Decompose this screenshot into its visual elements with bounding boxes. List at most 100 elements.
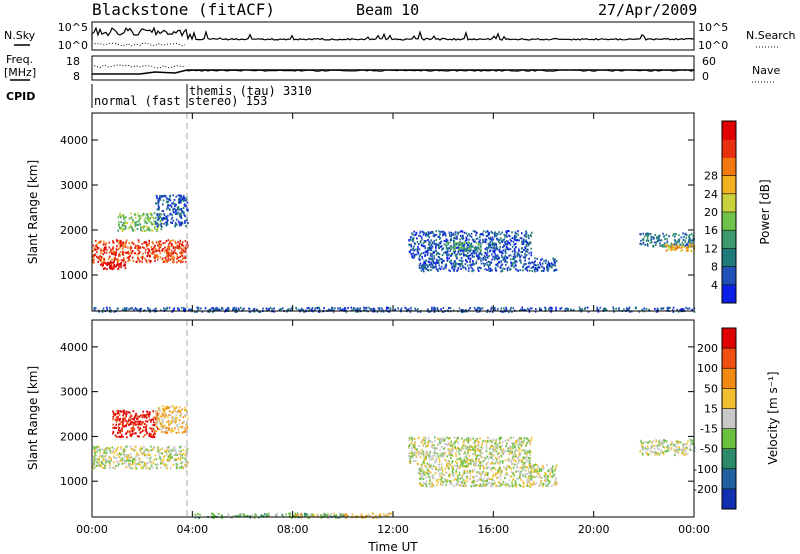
velocity-pixel — [409, 455, 411, 458]
velocity-pixel — [462, 447, 465, 450]
power-pixel — [462, 250, 464, 253]
power-pixel — [99, 258, 102, 261]
power-pixel — [431, 306, 433, 309]
power-pixel — [513, 252, 516, 255]
power-pixel — [678, 234, 680, 237]
velocity-pixel — [478, 448, 481, 451]
velocity-pixel — [435, 468, 438, 471]
power-pixel — [489, 238, 492, 241]
velocity-pixel — [142, 467, 144, 470]
velocity-pixel — [515, 470, 517, 473]
power-pixel — [355, 310, 358, 313]
cpid-label: CPID — [6, 90, 35, 103]
velocity-pixel — [154, 410, 157, 413]
power-pixel — [124, 242, 127, 245]
velocity-pixel — [128, 418, 130, 421]
power-pixel — [436, 243, 439, 246]
power-pixel — [476, 254, 478, 257]
velocity-pixel — [431, 475, 434, 478]
velocity-pixel — [112, 449, 114, 452]
power-pixel — [545, 308, 547, 311]
velocity-pixel — [470, 449, 472, 451]
power-pixel — [160, 196, 163, 199]
power-pixel — [160, 222, 163, 225]
power-pixel — [175, 218, 178, 221]
velocity-pixel — [500, 445, 503, 448]
power-pixel — [179, 239, 181, 242]
power-pixel — [180, 201, 182, 204]
velocity-pixel — [524, 469, 526, 472]
velocity-pixel — [133, 417, 135, 420]
velocity-pixel — [112, 410, 114, 413]
velocity-pixel — [131, 421, 133, 424]
power-pixel — [119, 212, 121, 215]
power-scatter-region — [444, 241, 482, 252]
power-pixel — [533, 268, 536, 271]
velocity-pixel — [125, 459, 127, 462]
power-pixel — [505, 246, 508, 248]
power-pixel — [486, 268, 488, 271]
power-pixel — [429, 258, 431, 261]
power-pixel — [433, 307, 435, 310]
velocity-pixel — [145, 424, 148, 427]
velocity-pixel — [428, 465, 431, 468]
velocity-pixel — [506, 438, 509, 441]
velocity-pixel — [134, 463, 137, 466]
power-pixel — [157, 208, 160, 210]
velocity-pixel — [140, 431, 142, 434]
velocity-pixel — [466, 477, 469, 480]
power-pixel — [691, 308, 693, 311]
velocity-pixel — [420, 478, 422, 481]
power-pixel — [672, 306, 675, 309]
velocity-pixel — [529, 443, 531, 446]
power-pixel — [414, 248, 417, 251]
power-pixel — [462, 266, 465, 268]
power-pixel — [433, 240, 435, 243]
power-pixel — [501, 239, 503, 242]
velocity-pixel — [547, 474, 549, 477]
power-pixel — [447, 247, 450, 250]
power-pixel — [555, 260, 558, 263]
power-pixel — [511, 258, 514, 261]
power-pixel — [518, 248, 520, 251]
power-pixel — [179, 246, 182, 249]
velocity-pixel — [467, 457, 469, 460]
power-pixel — [169, 199, 172, 202]
velocity-pixel — [115, 450, 117, 452]
power-pixel — [530, 235, 532, 238]
power-pixel — [422, 263, 424, 266]
power-pixel — [450, 262, 452, 265]
power-pixel — [120, 221, 123, 224]
power-pixel — [533, 261, 536, 264]
power-pixel — [668, 246, 671, 249]
velocity-pixel — [689, 447, 691, 450]
power-pixel — [155, 202, 157, 205]
power-pixel — [666, 241, 668, 244]
power-pixel — [511, 310, 513, 313]
velocity-pixel — [165, 430, 167, 433]
power-pixel — [175, 252, 177, 255]
velocity-pixel — [655, 444, 657, 447]
velocity-pixel — [530, 483, 532, 486]
velocity-pixel — [414, 453, 417, 456]
power-pixel — [173, 251, 176, 254]
power-pixel — [133, 229, 136, 232]
velocity-pixel — [426, 452, 429, 454]
velocity-pixel — [430, 440, 432, 443]
power-pixel — [138, 246, 141, 249]
velocity-pixel — [412, 444, 415, 447]
power-pixel — [172, 247, 175, 250]
velocity-pixel — [494, 482, 496, 485]
velocity-pixel — [517, 449, 520, 452]
velocity-pixel — [151, 430, 153, 433]
power-pixel — [172, 259, 175, 262]
power-pixel — [117, 258, 119, 261]
velocity-pixel — [484, 480, 487, 482]
velocity-pixel — [545, 480, 548, 483]
power-pixel — [509, 238, 512, 241]
velocity-pixel — [492, 454, 495, 457]
velocity-pixel — [156, 426, 158, 429]
power-pixel — [487, 264, 490, 267]
power-pixel — [442, 267, 445, 270]
power-pixel — [463, 310, 466, 313]
